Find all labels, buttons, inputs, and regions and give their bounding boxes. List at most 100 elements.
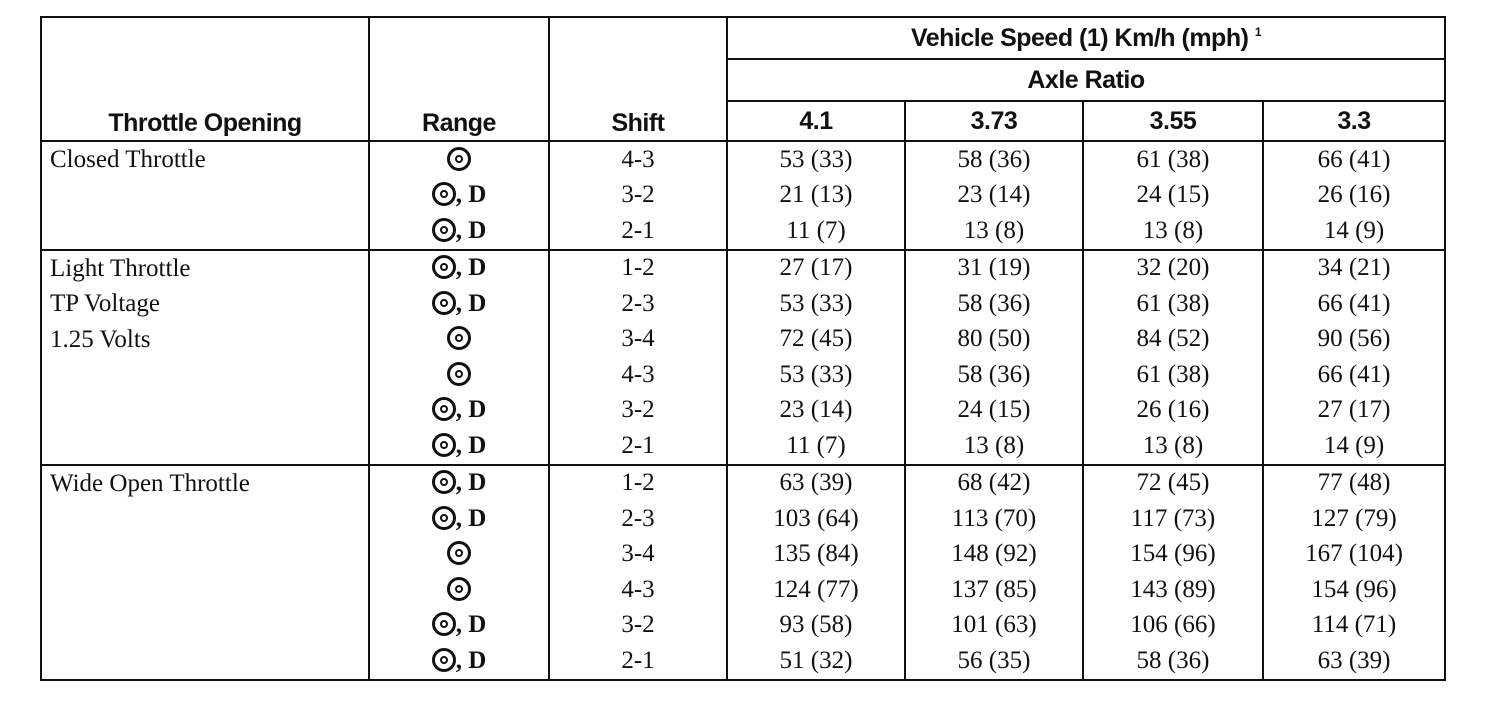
speed-cell: 124 (77) xyxy=(726,572,906,608)
range-cell: , D xyxy=(368,392,550,428)
range-cell xyxy=(368,141,550,178)
header-vehicle-speed-label: Vehicle Speed (1) Km/h (mph) xyxy=(910,23,1249,52)
speed-cell: 23 (14) xyxy=(726,392,906,428)
header-vehicle-speed: Vehicle Speed (1) Km/h (mph) 1 xyxy=(725,16,1447,60)
range-cell: , D xyxy=(368,607,550,643)
range-suffix: , D xyxy=(455,289,487,317)
overdrive-symbol-icon xyxy=(447,146,471,171)
speed-cell: 14 (9) xyxy=(1261,428,1447,465)
speed-cell: 80 (50) xyxy=(904,321,1084,357)
range-suffix: , D xyxy=(455,254,487,282)
table-row: 3-4 72 (45) 80 (50) 84 (52) 90 (56) xyxy=(41,321,1447,357)
header-ratio-4-1: 4.1 xyxy=(726,100,906,142)
speed-cell: 32 (20) xyxy=(1082,249,1264,286)
speed-cell: 11 (7) xyxy=(726,213,906,250)
overdrive-symbol-icon xyxy=(431,397,456,422)
speed-cell: 61 (38) xyxy=(1082,141,1264,178)
table-row: Closed Throttle 4-3 53 (33) 58 (36) 61 (38) 6… xyxy=(40,141,1447,250)
shift-cell: 2-3 xyxy=(548,286,728,322)
speed-cell: 66 (41) xyxy=(1261,286,1447,322)
speed-cell: 63 (39) xyxy=(726,464,906,501)
table-row: , D 2-3 53 (33) 58 (36) 61 (38) 66 (41) xyxy=(41,286,1447,322)
overdrive-symbol-icon xyxy=(447,326,471,351)
table-row: , D 3-2 21 (13) 23 (14) 24 (15) 26 (16) xyxy=(41,177,1447,213)
speed-cell: 58 (36) xyxy=(904,357,1084,393)
speed-cell: 101 (63) xyxy=(904,607,1084,643)
header-shift: Shift xyxy=(548,16,728,142)
speed-cell: 13 (8) xyxy=(1082,213,1264,250)
speed-cell: 66 (41) xyxy=(1261,357,1447,393)
range-cell: , D xyxy=(368,213,550,250)
range-cell xyxy=(368,321,550,357)
range-suffix: , D xyxy=(455,646,487,674)
header-ratio-3-73: 3.73 xyxy=(904,100,1084,142)
range-cell: , D xyxy=(368,643,550,680)
speed-cell: 137 (85) xyxy=(904,572,1084,608)
speed-cell: 21 (13) xyxy=(726,177,906,213)
speed-cell: 31 (19) xyxy=(904,249,1084,286)
speed-cell: 13 (8) xyxy=(904,428,1084,465)
shift-cell: 2-1 xyxy=(548,643,728,680)
speed-cell: 26 (16) xyxy=(1261,177,1447,213)
header-range: Range xyxy=(368,16,550,142)
overdrive-symbol-icon xyxy=(431,470,456,495)
header-axle-ratio: Axle Ratio xyxy=(725,58,1447,102)
range-suffix: , D xyxy=(455,504,487,532)
range-cell: , D xyxy=(368,464,550,501)
shift-cell: 1-2 xyxy=(548,249,728,286)
range-cell xyxy=(368,536,550,572)
speed-cell: 154 (96) xyxy=(1261,572,1447,608)
shift-cell: 4-3 xyxy=(548,141,728,178)
shift-cell: 2-3 xyxy=(548,501,728,537)
table-row: Light Throttle TP Voltage 1.25 Volts , D 1-2… xyxy=(40,249,1447,465)
throttle-opening-line: Wide Open Throttle xyxy=(50,469,250,497)
range-cell xyxy=(368,357,550,393)
shift-speed-table-wrapper: Throttle Opening Range Shift Vehicle Spe… xyxy=(40,16,1447,681)
overdrive-symbol-icon xyxy=(447,361,471,386)
header-ratio-3-55: 3.55 xyxy=(1082,100,1264,142)
speed-cell: 27 (17) xyxy=(1261,392,1447,428)
overdrive-symbol-icon xyxy=(431,182,456,207)
throttle-group: Wide Open Throttle, D 1-2 63 (39) 68 (42) 72… xyxy=(40,464,1447,680)
throttle-group: Light Throttle TP Voltage 1.25 Volts , D 1-2… xyxy=(40,249,1447,465)
overdrive-symbol-icon xyxy=(431,290,456,315)
speed-cell: 14 (9) xyxy=(1261,213,1447,250)
throttle-opening-line: TP Voltage xyxy=(50,290,160,317)
speed-cell: 34 (21) xyxy=(1261,249,1447,286)
speed-cell: 154 (96) xyxy=(1082,536,1264,572)
speed-cell: 127 (79) xyxy=(1261,501,1447,537)
speed-cell: 24 (15) xyxy=(1082,177,1264,213)
speed-cell: 58 (36) xyxy=(904,141,1084,178)
overdrive-symbol-icon xyxy=(447,541,471,566)
range-cell: , D xyxy=(368,286,550,322)
shift-cell: 3-2 xyxy=(548,392,728,428)
speed-cell: 61 (38) xyxy=(1082,357,1264,393)
speed-cell: 77 (48) xyxy=(1261,464,1447,501)
shift-cell: 1-2 xyxy=(548,464,728,501)
speed-cell: 106 (66) xyxy=(1082,607,1264,643)
speed-cell: 26 (16) xyxy=(1082,392,1264,428)
speed-cell: 167 (104) xyxy=(1261,536,1447,572)
overdrive-symbol-icon xyxy=(447,576,471,601)
overdrive-symbol-icon xyxy=(431,647,456,672)
range-cell: , D xyxy=(368,428,550,465)
header-ratio-3-3: 3.3 xyxy=(1261,100,1447,142)
speed-cell: 63 (39) xyxy=(1261,643,1447,680)
shift-cell: 2-1 xyxy=(548,428,728,465)
speed-cell: 90 (56) xyxy=(1261,321,1447,357)
throttle-opening-line: 1.25 Volts xyxy=(50,325,151,353)
table-row: , D 3-2 93 (58) 101 (63) 106 (66) 114 (71) xyxy=(41,607,1447,643)
speed-cell: 11 (7) xyxy=(726,428,906,465)
throttle-opening-line: Closed Throttle xyxy=(50,146,206,173)
table-row: 3-4 135 (84) 148 (92) 154 (96) 167 (104) xyxy=(41,536,1447,572)
table-row: 4-3 53 (33) 58 (36) 61 (38) 66 (41) xyxy=(41,357,1447,393)
header-throttle-opening: Throttle Opening xyxy=(40,16,370,142)
overdrive-symbol-icon xyxy=(431,255,456,280)
range-suffix: , D xyxy=(455,396,487,424)
speed-cell: 53 (33) xyxy=(726,141,906,178)
shift-cell: 3-2 xyxy=(548,607,728,643)
overdrive-symbol-icon xyxy=(431,505,456,530)
range-cell: , D xyxy=(368,177,550,213)
shift-cell: 3-4 xyxy=(548,321,728,357)
range-cell: , D xyxy=(368,249,550,286)
